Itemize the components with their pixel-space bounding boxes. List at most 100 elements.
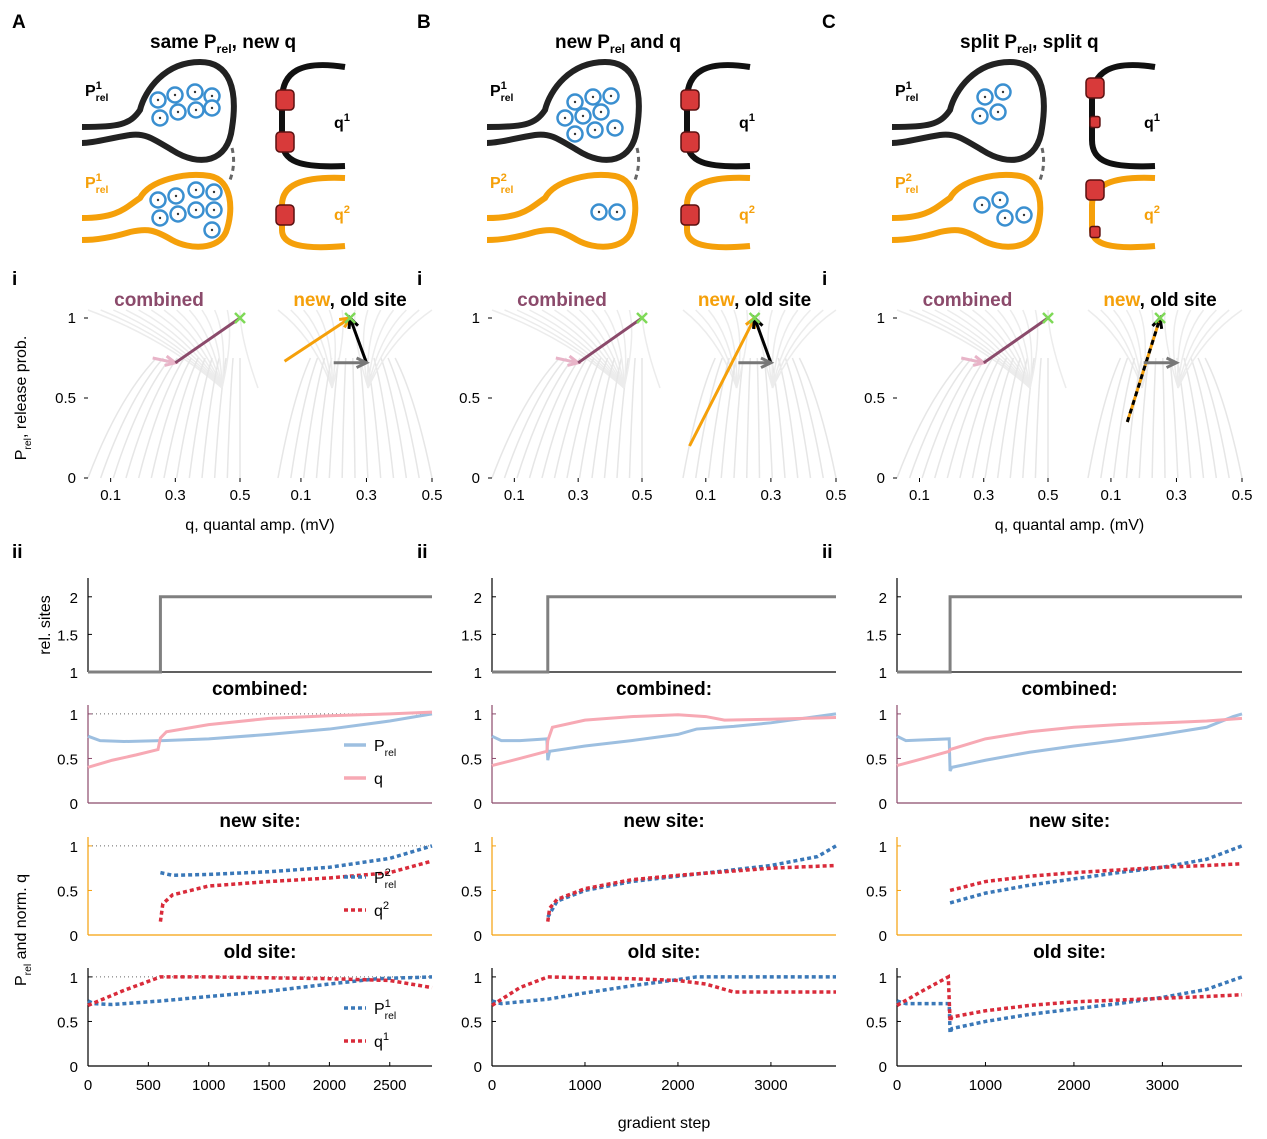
streamline xyxy=(682,357,716,479)
streamline xyxy=(213,357,227,479)
series-line xyxy=(546,863,837,922)
y-tick-label: 0.5 xyxy=(866,751,887,768)
streamline xyxy=(1009,357,1028,479)
subpanel-label: ii xyxy=(12,542,23,563)
schematic-label-sup: 1 xyxy=(906,80,912,92)
schematic-label-base: P xyxy=(895,83,906,100)
schematic-label-sub: rel xyxy=(501,93,514,104)
schematic-label-sup: 2 xyxy=(501,172,507,184)
streamline xyxy=(491,357,561,479)
y-tick-label: 1 xyxy=(70,970,78,987)
x-tick-label: 0.3 xyxy=(356,487,377,504)
chart-title-base: new xyxy=(698,290,735,311)
streamline xyxy=(746,357,752,479)
schematic-label: q2 xyxy=(739,204,755,224)
streamline xyxy=(1047,309,1067,389)
streamline xyxy=(695,309,738,389)
vesicle-dot xyxy=(194,188,198,192)
vesicle-dot xyxy=(615,210,619,214)
x-tick-label: 0 xyxy=(893,1077,901,1094)
vesicle-dot xyxy=(210,106,214,110)
series-line xyxy=(87,712,433,744)
chart-title: new, old site xyxy=(1103,290,1216,311)
x-tick-label: 3000 xyxy=(1146,1077,1179,1094)
y-axis-label-sub: rel xyxy=(23,964,34,976)
streamline xyxy=(758,309,774,389)
streamline xyxy=(1029,309,1039,389)
panel-title: same Prel, new q xyxy=(150,32,296,56)
receptor xyxy=(680,131,700,153)
y-tick-label: 0.5 xyxy=(57,751,78,768)
streamline xyxy=(641,309,661,389)
panel-title: split Prel, split q xyxy=(960,32,1099,56)
y-tick-label: 0 xyxy=(879,1059,887,1076)
y-axis-label-after: , release prob. xyxy=(13,336,30,438)
series-line xyxy=(896,712,1243,772)
y-tick-label: 0.5 xyxy=(461,751,482,768)
schematic-label: P1 rel xyxy=(490,80,513,104)
legend-label-sup: 2 xyxy=(385,867,391,879)
streamline xyxy=(163,357,199,479)
x-tick-label: 2000 xyxy=(313,1077,346,1094)
vector xyxy=(283,316,351,363)
vesicle-dot xyxy=(156,198,160,202)
schematic-label-sup: 1 xyxy=(1154,112,1160,124)
y-tick-label: 1 xyxy=(70,839,78,856)
streamline xyxy=(1162,357,1166,479)
streamline xyxy=(516,309,625,389)
vector xyxy=(348,317,368,364)
streamline xyxy=(591,309,625,389)
schematic-label-base: q xyxy=(334,115,344,132)
vector xyxy=(960,356,985,365)
x-tick-label: 2000 xyxy=(661,1077,694,1094)
chart-title: combined: xyxy=(212,679,308,700)
vesicle-dot xyxy=(173,93,177,97)
legend-label-base: q xyxy=(374,771,383,788)
chart-title: old site: xyxy=(628,942,701,963)
series-line xyxy=(896,974,1243,1023)
panel-title-after: and q xyxy=(625,32,681,53)
schematic-label: q1 xyxy=(1144,112,1160,132)
streamline xyxy=(528,357,581,479)
y-tick-label: 1 xyxy=(472,310,480,327)
legend-label: P2 rel xyxy=(374,867,396,891)
series-line xyxy=(896,716,1243,768)
streamline xyxy=(290,309,333,389)
vesicle-dot xyxy=(573,100,577,104)
y-tick-label: 1 xyxy=(68,310,76,327)
streamline xyxy=(188,357,213,479)
streamline xyxy=(972,309,1031,389)
streamline xyxy=(1204,357,1243,479)
vesicle-dot xyxy=(1001,90,1005,94)
vesicle-dot xyxy=(593,128,597,132)
streamline xyxy=(213,309,225,389)
y-tick-label: 0.5 xyxy=(866,883,887,900)
streamline xyxy=(362,309,369,389)
streamline xyxy=(239,309,259,389)
y-tick-label: 1.5 xyxy=(57,627,78,644)
streamline xyxy=(352,357,356,479)
series-line xyxy=(160,844,433,878)
target-marker xyxy=(636,312,648,324)
y-tick-label: 0 xyxy=(472,470,480,487)
x-axis-label: q, quantal amp. (mV) xyxy=(995,517,1144,534)
receptor xyxy=(1085,179,1105,201)
streamline xyxy=(984,357,1015,479)
vesicle-dot xyxy=(597,210,601,214)
streamline xyxy=(112,357,171,479)
streamline xyxy=(971,357,1008,479)
streamline xyxy=(908,357,973,479)
y-tick-label: 1 xyxy=(474,707,482,724)
streamline xyxy=(516,357,574,479)
x-tick-label: 0.5 xyxy=(422,487,443,504)
y-tick-label: 0 xyxy=(474,1059,482,1076)
legend-label-sup: 2 xyxy=(383,900,389,912)
streamline xyxy=(394,357,433,479)
schematic-label-sup: 1 xyxy=(749,112,755,124)
x-tick-label: 0.1 xyxy=(1101,487,1122,504)
legend-label: q2 xyxy=(374,900,389,920)
streamline xyxy=(100,309,223,389)
chart-title-base: new xyxy=(1103,290,1140,311)
schematic-label-sup: 2 xyxy=(906,172,912,184)
